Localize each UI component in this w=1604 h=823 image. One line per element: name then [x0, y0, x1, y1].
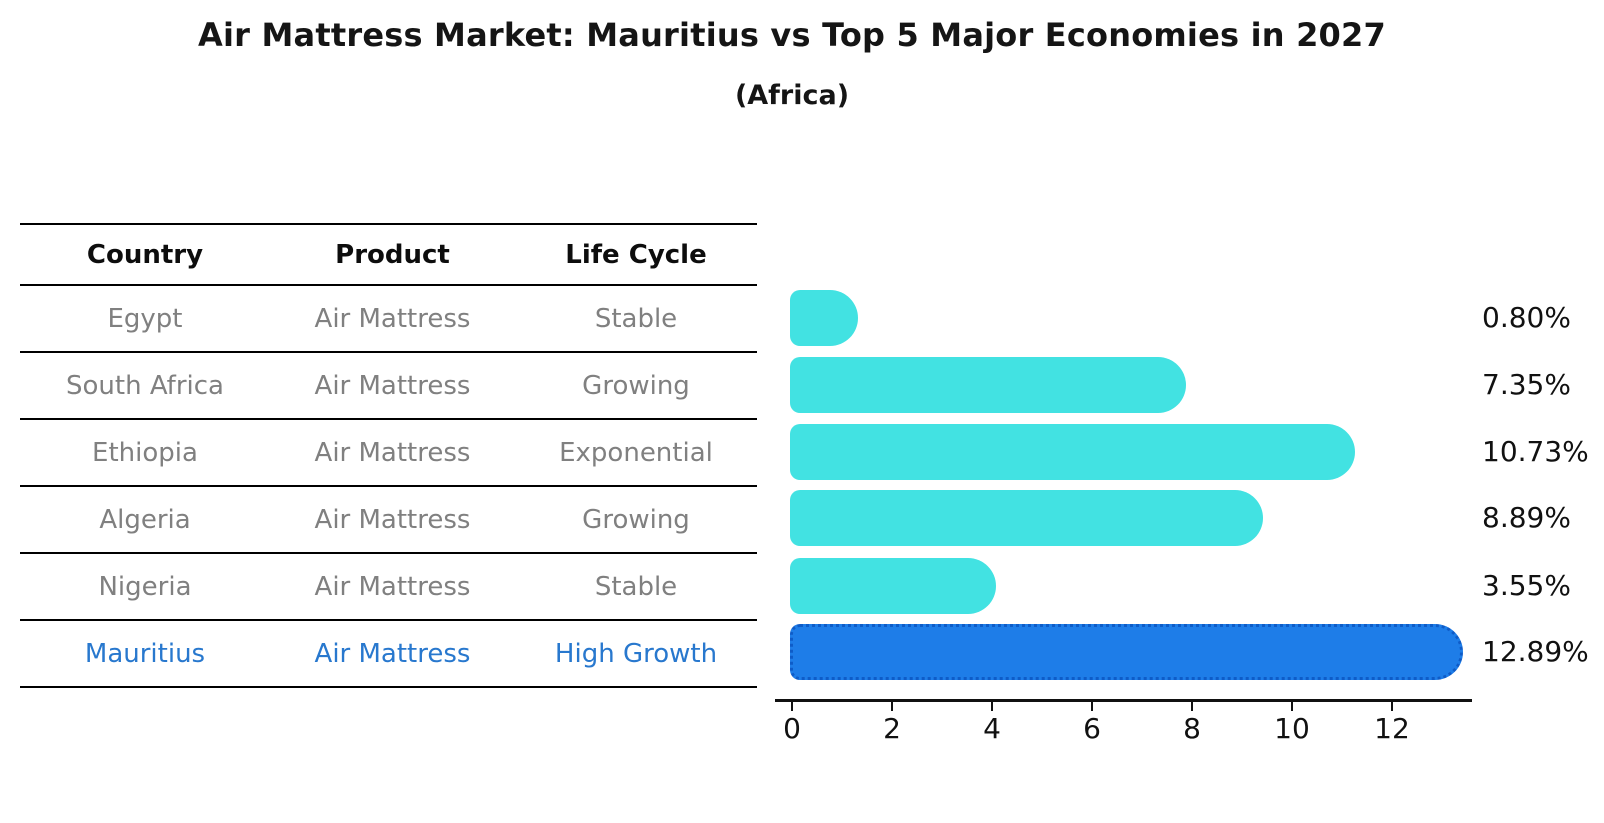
cell-country: Algeria	[99, 504, 191, 535]
cell-life-cycle: Stable	[594, 303, 678, 334]
header-life-cycle: Life Cycle	[565, 239, 707, 270]
cell-product: Air Mattress	[314, 504, 471, 535]
x-tick-label: 2	[883, 712, 901, 745]
cell-country: South Africa	[66, 370, 224, 401]
x-tick-label: 10	[1274, 712, 1310, 745]
table-row-highlighted: Mauritius Air Mattress High Growth	[20, 621, 757, 688]
bar-ethiopia	[790, 424, 1355, 480]
value-label: 3.55%	[1482, 569, 1571, 602]
x-tick	[1391, 702, 1393, 711]
x-tick	[1091, 702, 1093, 711]
bar-nigeria	[790, 558, 996, 614]
x-tick	[1291, 702, 1293, 711]
value-label: 7.35%	[1482, 368, 1571, 401]
table-row: South Africa Air Mattress Growing	[20, 353, 757, 420]
bar-egypt	[790, 290, 858, 346]
cell-product: Air Mattress	[314, 370, 471, 401]
table-row: Ethiopia Air Mattress Exponential	[20, 420, 757, 487]
cell-life-cycle: High Growth	[554, 638, 718, 669]
chart-subtitle: (Africa)	[734, 80, 850, 111]
cell-product: Air Mattress	[314, 303, 471, 334]
x-axis	[775, 699, 1472, 702]
value-label: 12.89%	[1482, 635, 1589, 668]
table-row: Egypt Air Mattress Stable	[20, 286, 757, 353]
bar-algeria	[790, 490, 1263, 546]
header-product: Product	[335, 239, 450, 270]
cell-life-cycle: Growing	[582, 504, 690, 535]
cell-life-cycle: Stable	[594, 571, 678, 602]
x-tick-label: 8	[1183, 712, 1201, 745]
cell-product: Air Mattress	[314, 571, 471, 602]
x-tick-label: 12	[1374, 712, 1410, 745]
cell-country: Egypt	[107, 303, 183, 334]
x-tick	[991, 702, 993, 711]
cell-product: Air Mattress	[314, 638, 471, 669]
chart-title: Air Mattress Market: Mauritius vs Top 5 …	[198, 16, 1386, 54]
value-label: 10.73%	[1482, 435, 1589, 468]
cell-life-cycle: Growing	[582, 370, 690, 401]
header-country: Country	[86, 239, 204, 270]
table-row: Nigeria Air Mattress Stable	[20, 554, 757, 621]
x-tick	[1191, 702, 1193, 711]
cell-country: Ethiopia	[92, 437, 198, 468]
x-tick	[891, 702, 893, 711]
cell-product: Air Mattress	[314, 437, 471, 468]
value-label: 0.80%	[1482, 301, 1571, 334]
country-table: Country Product Life Cycle Egypt Air Mat…	[20, 223, 757, 688]
table-header-row: Country Product Life Cycle	[20, 225, 757, 286]
bar-mauritius	[790, 624, 1463, 680]
x-tick-label: 4	[983, 712, 1001, 745]
cell-country: Mauritius	[84, 638, 206, 669]
x-tick-label: 0	[783, 712, 801, 745]
cell-country: Nigeria	[98, 571, 192, 602]
x-tick	[791, 702, 793, 711]
cell-life-cycle: Exponential	[559, 437, 713, 468]
x-tick-label: 6	[1083, 712, 1101, 745]
bar-south-africa	[790, 357, 1186, 413]
table-row: Algeria Air Mattress Growing	[20, 487, 757, 554]
value-label: 8.89%	[1482, 501, 1571, 534]
